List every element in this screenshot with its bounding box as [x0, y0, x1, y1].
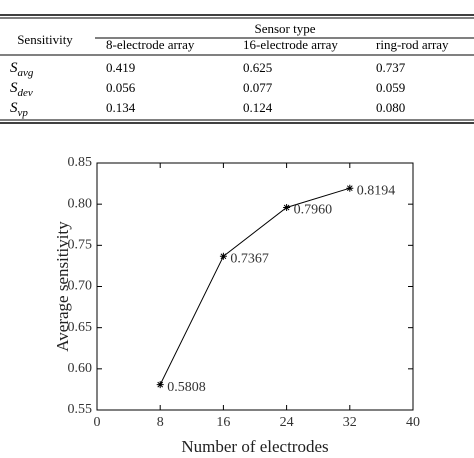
row-label: Svp	[10, 100, 28, 118]
cell: 0.056	[106, 80, 136, 95]
group-header: Sensor type	[254, 21, 315, 36]
y-tick-label: 0.65	[68, 320, 93, 335]
y-tick-label: 0.80	[68, 196, 93, 211]
y-tick-label: 0.75	[68, 238, 93, 253]
marker	[156, 381, 164, 389]
cell: 0.134	[106, 100, 136, 115]
symbol: S	[10, 60, 18, 76]
y-tick-label: 0.70	[68, 279, 93, 294]
data-line	[159, 187, 350, 385]
y-tick-label: 0.85	[68, 155, 93, 170]
cell: 0.077	[243, 80, 273, 95]
data-label: 0.7960	[294, 203, 333, 218]
marker	[219, 252, 227, 260]
y-tick-label: 0.55	[68, 402, 93, 417]
cell: 0.059	[376, 80, 405, 95]
column-header: 8-electrode array	[106, 37, 195, 52]
data-label: 0.5808	[167, 380, 206, 395]
column-header: ring-rod array	[376, 37, 449, 52]
cell: 0.124	[243, 100, 273, 115]
stub-header: Sensitivity	[17, 32, 73, 47]
x-tick-label: 0	[94, 415, 101, 430]
column-header: 16-electrode array	[243, 37, 338, 52]
marker	[346, 184, 354, 192]
y-axis-label: Average sensitivity	[53, 221, 72, 352]
data-label: 0.8194	[357, 183, 396, 198]
cell: 0.737	[376, 60, 406, 75]
row-label: Savg	[10, 60, 34, 78]
x-tick-label: 32	[343, 415, 357, 430]
subscript: dev	[18, 87, 33, 99]
x-axis-label: Number of electrodes	[181, 437, 328, 456]
cell: 0.419	[106, 60, 135, 75]
plot-frame	[96, 162, 414, 411]
marker	[283, 203, 291, 211]
x-tick-label: 16	[216, 415, 230, 430]
subscript: avg	[18, 67, 34, 79]
x-tick-label: 8	[157, 415, 164, 430]
row-label: Sdev	[10, 80, 33, 98]
cell: 0.080	[376, 100, 405, 115]
x-tick-label: 40	[406, 415, 420, 430]
data-label: 0.7367	[230, 252, 269, 267]
subscript: vp	[18, 107, 29, 119]
symbol: S	[10, 100, 18, 116]
symbol: S	[10, 80, 18, 96]
y-tick-label: 0.60	[68, 361, 93, 376]
x-tick-label: 24	[280, 415, 294, 430]
cell: 0.625	[243, 60, 272, 75]
